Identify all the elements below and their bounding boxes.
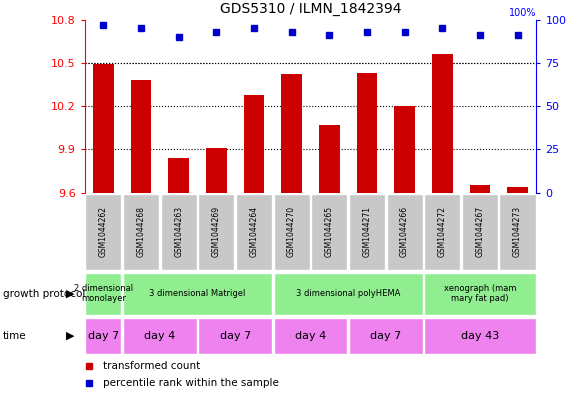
Bar [424,194,461,270]
Bar [206,148,227,193]
Text: day 4: day 4 [295,331,326,341]
Bar [93,64,114,193]
Bar [85,318,121,354]
Bar [281,74,302,193]
Text: GSM1044264: GSM1044264 [250,206,258,257]
Text: ▶: ▶ [66,289,74,299]
Text: GSM1044263: GSM1044263 [174,206,183,257]
Text: transformed count: transformed count [103,361,200,371]
Bar [168,158,189,193]
Text: GSM1044265: GSM1044265 [325,206,334,257]
Bar [131,80,152,193]
Text: GSM1044269: GSM1044269 [212,206,221,257]
Bar [424,318,536,354]
Bar [123,194,159,270]
Bar [273,318,347,354]
Bar [319,125,340,193]
Text: GSM1044268: GSM1044268 [136,206,146,257]
Bar [469,185,490,193]
Bar [394,106,415,193]
Title: GDS5310 / ILMN_1842394: GDS5310 / ILMN_1842394 [220,2,401,16]
Bar [244,95,264,193]
Bar [236,194,272,270]
Text: day 7: day 7 [370,331,401,341]
Bar [507,187,528,193]
Text: day 43: day 43 [461,331,499,341]
Bar [500,194,536,270]
Bar [432,54,452,193]
Bar [349,194,385,270]
Bar [273,273,423,314]
Text: 3 dimensional polyHEMA: 3 dimensional polyHEMA [296,289,401,298]
Text: time: time [3,331,27,341]
Text: GSM1044262: GSM1044262 [99,206,108,257]
Bar [123,273,272,314]
Bar [387,194,423,270]
Bar [198,318,272,354]
Bar [357,73,377,193]
Bar [424,273,536,314]
Text: GSM1044272: GSM1044272 [438,206,447,257]
Text: day 4: day 4 [144,331,175,341]
Bar [198,194,234,270]
Text: 3 dimensional Matrigel: 3 dimensional Matrigel [149,289,245,298]
Bar [349,318,423,354]
Text: day 7: day 7 [220,331,251,341]
Text: GSM1044266: GSM1044266 [400,206,409,257]
Text: percentile rank within the sample: percentile rank within the sample [103,378,279,387]
Bar [85,273,121,314]
Bar [311,194,347,270]
Text: growth protocol: growth protocol [3,289,85,299]
Text: GSM1044267: GSM1044267 [475,206,484,257]
Text: 100%: 100% [509,8,536,18]
Text: 2 dimensional
monolayer: 2 dimensional monolayer [74,284,133,303]
Bar [160,194,196,270]
Bar [85,194,121,270]
Text: xenograph (mam
mary fat pad): xenograph (mam mary fat pad) [444,284,516,303]
Bar [462,194,498,270]
Text: GSM1044273: GSM1044273 [513,206,522,257]
Bar [273,194,310,270]
Text: ▶: ▶ [66,331,74,341]
Bar [123,318,196,354]
Text: GSM1044271: GSM1044271 [363,206,371,257]
Text: GSM1044270: GSM1044270 [287,206,296,257]
Text: day 7: day 7 [87,331,119,341]
